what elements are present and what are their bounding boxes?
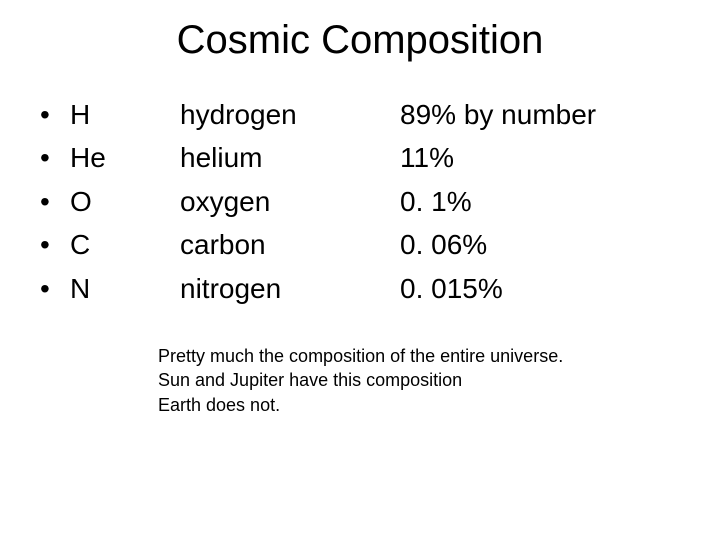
element-percent: 0. 015%: [400, 267, 680, 310]
slide: Cosmic Composition • H hydrogen 89% by n…: [0, 0, 720, 540]
footer-line: Earth does not.: [158, 393, 680, 417]
footer-line: Pretty much the composition of the entir…: [158, 344, 680, 368]
element-percent: 89% by number: [400, 93, 680, 136]
element-name: helium: [180, 136, 400, 179]
bullet-icon: •: [40, 267, 70, 310]
element-name: hydrogen: [180, 93, 400, 136]
footer-line: Sun and Jupiter have this composition: [158, 368, 680, 392]
element-name: oxygen: [180, 180, 400, 223]
list-item: • O oxygen 0. 1%: [40, 180, 680, 223]
bullet-icon: •: [40, 136, 70, 179]
bullet-icon: •: [40, 93, 70, 136]
element-symbol: H: [70, 93, 180, 136]
list-item: • N nitrogen 0. 015%: [40, 267, 680, 310]
list-item: • He helium 11%: [40, 136, 680, 179]
element-name: nitrogen: [180, 267, 400, 310]
slide-title: Cosmic Composition: [0, 0, 720, 93]
element-symbol: C: [70, 223, 180, 266]
list-item: • H hydrogen 89% by number: [40, 93, 680, 136]
element-percent: 0. 1%: [400, 180, 680, 223]
footer-text: Pretty much the composition of the entir…: [40, 344, 680, 417]
list-item: • C carbon 0. 06%: [40, 223, 680, 266]
element-list: • H hydrogen 89% by number • He helium 1…: [0, 93, 720, 417]
element-percent: 11%: [400, 136, 680, 179]
element-symbol: O: [70, 180, 180, 223]
element-name: carbon: [180, 223, 400, 266]
element-symbol: He: [70, 136, 180, 179]
bullet-icon: •: [40, 180, 70, 223]
bullet-icon: •: [40, 223, 70, 266]
by-number-label: by number: [456, 99, 596, 130]
element-symbol: N: [70, 267, 180, 310]
element-percent: 0. 06%: [400, 223, 680, 266]
